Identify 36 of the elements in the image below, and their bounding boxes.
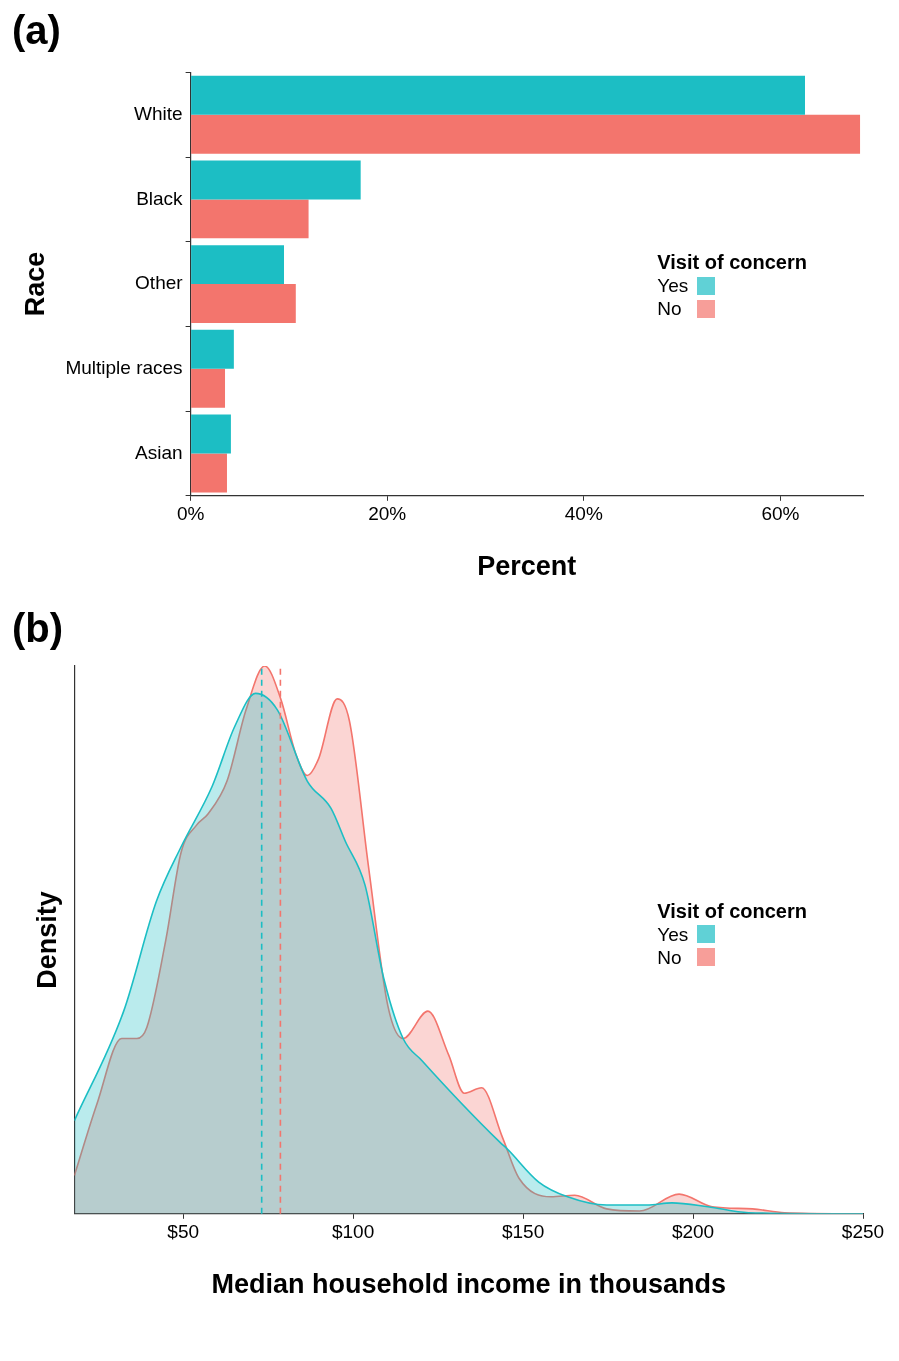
legend-label: Yes [657,922,690,946]
bar [191,368,226,408]
x-axis-title: Median household income in thousands [211,1269,726,1300]
bar [191,114,861,154]
bar [191,75,805,115]
y-axis-title: Density [31,891,62,989]
y-tick-label: Multiple races [65,357,183,379]
x-axis-title: Percent [477,551,577,582]
y-axis-title: Race [19,251,50,317]
x-tick-label: $100 [331,1221,375,1243]
bar [191,453,227,493]
bar [191,414,231,454]
y-tick-label: Asian [135,441,183,463]
legend-label: Yes [657,274,690,298]
y-tick-label: White [134,102,183,124]
legend-title: Visit of concern [657,899,807,923]
bar [191,284,296,324]
x-tick-label: $200 [671,1221,715,1243]
chart-title: (a) [11,7,62,54]
legend-label: No [657,297,683,321]
legend-title: Visit of concern [657,251,807,275]
chart-title: (b) [11,605,65,652]
y-tick-label: Black [136,187,184,209]
y-tick-label: Other [135,272,184,294]
x-tick-label: 0% [176,503,205,525]
bar [191,160,361,200]
legend-label: No [657,945,683,969]
bar [191,199,309,239]
x-tick-label: $50 [167,1221,200,1243]
bar [191,329,234,369]
x-tick-label: $250 [841,1221,885,1243]
bar [191,245,284,285]
x-tick-label: $150 [501,1221,545,1243]
x-tick-label: 60% [761,503,800,525]
x-tick-label: 40% [564,503,603,525]
x-tick-label: 20% [368,503,407,525]
